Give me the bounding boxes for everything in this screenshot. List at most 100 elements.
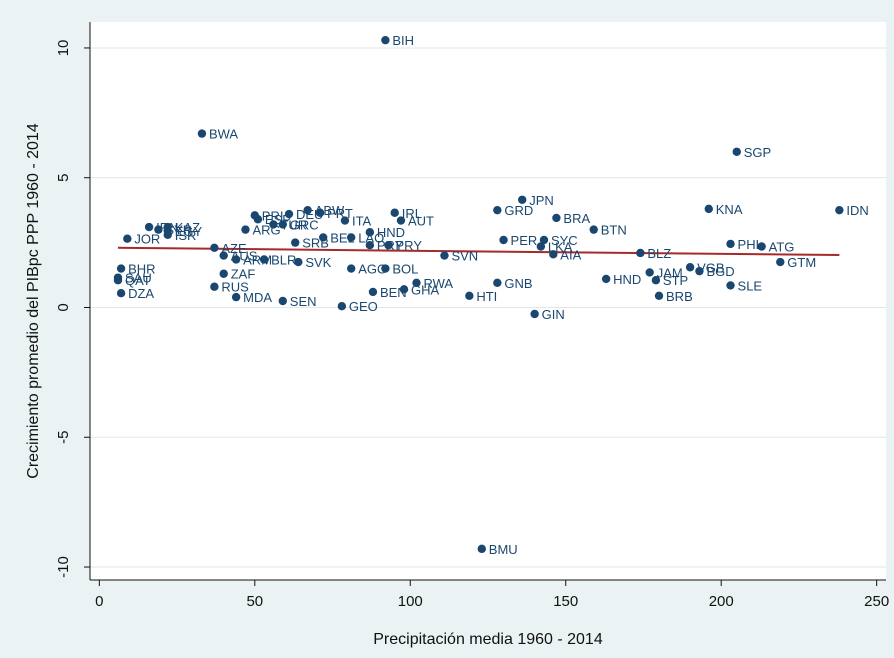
data-point	[368, 287, 378, 297]
data-label: IDN	[846, 203, 868, 218]
x-tick-label: 100	[398, 593, 423, 610]
data-label: ATG	[769, 239, 795, 254]
data-point	[278, 296, 287, 306]
data-point	[319, 233, 328, 242]
data-point	[269, 220, 278, 229]
data-label: GNB	[504, 276, 532, 291]
fit-line-group	[117, 246, 840, 257]
data-label: RUS	[221, 280, 249, 295]
data-label: HTI	[476, 289, 497, 304]
data-point	[536, 242, 546, 251]
data-label: ISR	[175, 228, 197, 243]
data-point	[549, 250, 558, 259]
data-label: BLR	[271, 252, 296, 267]
data-point	[654, 291, 664, 301]
data-label: KNA	[716, 202, 743, 217]
data-point	[294, 257, 303, 267]
x-tick-label: 50	[246, 593, 263, 610]
data-label: BRB	[666, 289, 693, 304]
data-label: GRC	[290, 217, 319, 232]
data-point	[259, 255, 269, 264]
data-label: AZE	[221, 241, 247, 256]
data-label: QAT	[125, 273, 151, 288]
data-label: JOR	[134, 232, 160, 247]
data-point	[365, 228, 375, 237]
data-label: SLE	[738, 278, 763, 293]
data-label: RWA	[423, 276, 453, 291]
data-label: BMU	[489, 542, 518, 557]
data-label: PRT	[327, 206, 353, 221]
data-point	[278, 220, 287, 229]
y-tick-label: -5	[55, 431, 72, 444]
data-point	[219, 251, 228, 260]
data-point	[477, 544, 486, 554]
data-label: BGD	[706, 264, 734, 279]
data-point	[732, 147, 741, 156]
data-point	[231, 292, 241, 302]
x-tick-label: 150	[553, 593, 578, 610]
data-point	[396, 216, 406, 225]
data-label: LAO	[358, 230, 384, 245]
data-point	[346, 264, 356, 273]
x-tick-label: 250	[864, 593, 889, 610]
data-point	[518, 195, 527, 204]
data-point	[651, 276, 661, 285]
data-label: BRA	[563, 211, 590, 226]
data-label: SYR	[165, 223, 192, 238]
grid-lines	[90, 47, 886, 568]
x-axis-title: Precipitación media 1960 - 2014	[373, 631, 603, 648]
data-point	[499, 235, 508, 245]
data-label: GEO	[349, 299, 378, 314]
data-point	[123, 234, 132, 243]
data-label: GIN	[542, 307, 565, 322]
data-label: SVN	[451, 249, 478, 264]
data-label: KAZ	[175, 220, 200, 235]
data-label: BHR	[128, 262, 155, 277]
data-point	[636, 248, 645, 258]
data-label: SAU	[125, 271, 152, 286]
data-label: PER	[511, 233, 538, 248]
data-point	[210, 282, 219, 291]
data-point	[601, 274, 611, 284]
data-label: PRI	[262, 208, 284, 223]
data-point	[704, 204, 713, 214]
data-point	[530, 309, 539, 319]
data-label: MDA	[243, 290, 272, 305]
data-point	[384, 241, 393, 250]
data-label: SYC	[551, 233, 578, 248]
data-label: AGO	[358, 262, 387, 277]
data-point	[197, 129, 207, 138]
data-point	[116, 264, 126, 273]
data-point	[346, 233, 356, 242]
y-tick-label: 10	[55, 40, 72, 57]
data-point	[835, 205, 844, 215]
x-tick-label: 200	[709, 593, 734, 610]
data-point	[539, 235, 549, 245]
data-point	[695, 266, 704, 276]
data-point	[154, 225, 163, 234]
axes	[84, 22, 886, 586]
data-label: AIA	[560, 247, 581, 262]
data-label: ITA	[352, 214, 372, 229]
data-label: PRY	[396, 238, 423, 253]
data-label: HND	[613, 272, 641, 287]
data-point	[552, 213, 561, 223]
data-point	[340, 216, 350, 225]
data-label: SGP	[744, 145, 771, 160]
x-tick-label: 0	[95, 593, 103, 610]
data-point	[241, 225, 250, 234]
data-point	[284, 209, 294, 219]
data-label: DZA	[128, 286, 154, 301]
fit-line	[117, 246, 840, 257]
data-point	[726, 281, 735, 290]
y-tick-label: 5	[55, 174, 72, 182]
y-axis-title: Crecimiento promedio del PIBpc PPP 1960 …	[25, 123, 42, 479]
data-label: JPN	[529, 193, 554, 208]
data-label: GHA	[411, 282, 440, 297]
data-label: PRY	[377, 238, 404, 253]
data-point	[381, 264, 390, 273]
data-label: AUT	[408, 214, 434, 229]
